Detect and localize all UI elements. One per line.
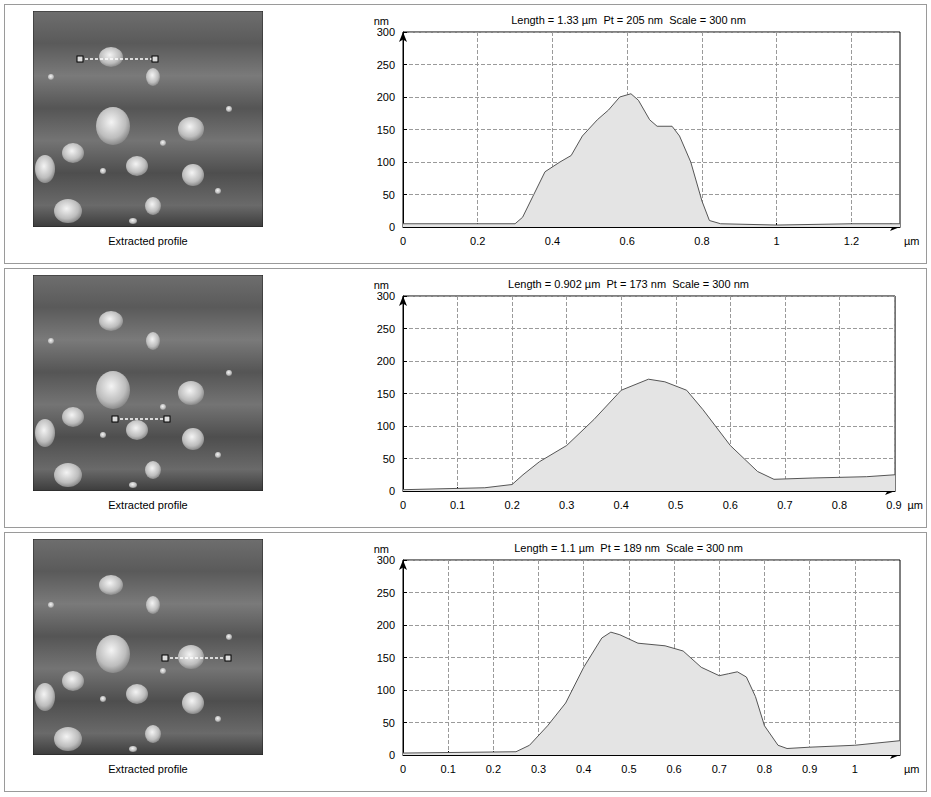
svg-text:Length = 1.1 µm Pt = 189 nm: Length = 1.1 µm Pt = 189 nm Scale = 300 … [514,542,743,554]
svg-text:0.6: 0.6 [620,235,635,247]
svg-text:µm: µm [904,763,920,775]
svg-text:0.2: 0.2 [470,235,485,247]
svg-text:nm: nm [373,15,389,28]
svg-text:150: 150 [377,652,395,664]
svg-text:300: 300 [377,290,395,302]
svg-text:0: 0 [389,749,395,761]
svg-text:0.5: 0.5 [621,763,636,775]
svg-text:1: 1 [852,763,858,775]
svg-text:50: 50 [383,189,395,201]
svg-text:0.1: 0.1 [450,499,465,511]
svg-text:0.4: 0.4 [545,235,560,247]
svg-text:200: 200 [377,619,395,631]
svg-text:50: 50 [383,717,395,729]
svg-text:0.3: 0.3 [559,499,574,511]
svg-text:1: 1 [774,235,780,247]
svg-text:250: 250 [377,59,395,71]
svg-text:nm: nm [373,543,389,556]
svg-text:50: 50 [383,453,395,465]
svg-text:150: 150 [377,124,395,136]
svg-text:100: 100 [377,420,395,432]
svg-text:300: 300 [377,26,395,38]
svg-text:100: 100 [377,684,395,696]
svg-text:Length = 1.33 µm Pt = 205 nm: Length = 1.33 µm Pt = 205 nm Scale = 300… [511,14,746,26]
svg-text:0: 0 [389,485,395,497]
svg-text:µm: µm [904,235,920,247]
svg-text:300: 300 [377,554,395,566]
svg-text:0.1: 0.1 [441,763,456,775]
svg-text:0.9: 0.9 [802,763,817,775]
svg-text:100: 100 [377,156,395,168]
svg-text:0.8: 0.8 [757,763,772,775]
svg-text:0: 0 [389,221,395,233]
svg-text:0.4: 0.4 [614,499,629,511]
svg-text:250: 250 [377,587,395,599]
svg-text:0: 0 [400,763,406,775]
svg-text:0.8: 0.8 [832,499,847,511]
svg-text:0.7: 0.7 [777,499,792,511]
svg-text:0.7: 0.7 [712,763,727,775]
svg-text:200: 200 [377,355,395,367]
svg-text:0.8: 0.8 [694,235,709,247]
svg-text:0: 0 [400,235,406,247]
svg-text:0.2: 0.2 [486,763,501,775]
svg-text:1.2: 1.2 [844,235,859,247]
html-text:Extracted profile: Extracted profile [108,499,188,511]
html-text:Extracted profile: Extracted profile [108,763,188,775]
svg-text:0.6: 0.6 [723,499,738,511]
svg-text:0.5: 0.5 [668,499,683,511]
svg-text:150: 150 [377,388,395,400]
svg-text:200: 200 [377,91,395,103]
svg-text:0.6: 0.6 [666,763,681,775]
svg-text:nm: nm [373,279,389,292]
svg-text:0.2: 0.2 [504,499,519,511]
svg-text:0.4: 0.4 [576,763,591,775]
svg-text:0.3: 0.3 [531,763,546,775]
svg-text:Length = 0.902 µm Pt = 173 nm: Length = 0.902 µm Pt = 173 nm Scale = 30… [508,278,749,290]
html-text:Extracted profile: Extracted profile [108,235,188,247]
svg-text:µm: µm [908,499,924,511]
svg-text:0: 0 [400,499,406,511]
svg-text:250: 250 [377,323,395,335]
svg-text:0.9: 0.9 [886,499,901,511]
